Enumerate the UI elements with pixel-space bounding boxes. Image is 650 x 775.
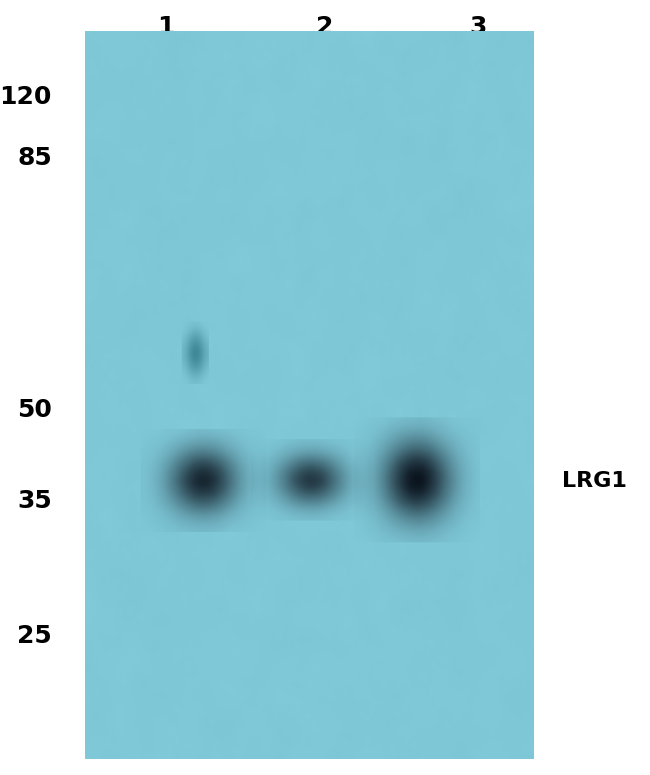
Text: 2: 2 — [317, 16, 333, 39]
Text: 120: 120 — [0, 84, 52, 108]
Text: 1: 1 — [157, 16, 174, 39]
Text: 50: 50 — [17, 398, 52, 422]
Text: 35: 35 — [18, 489, 52, 513]
Text: 85: 85 — [18, 146, 52, 170]
Text: LRG1: LRG1 — [562, 471, 627, 491]
Text: 25: 25 — [18, 624, 52, 648]
Text: 3: 3 — [469, 16, 486, 39]
